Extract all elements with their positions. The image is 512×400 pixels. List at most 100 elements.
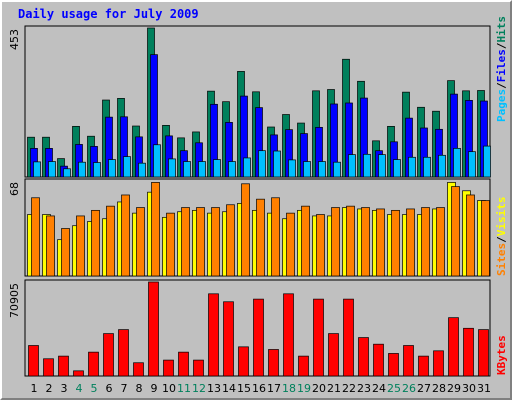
pages-bar-25 [393, 159, 401, 178]
visits-legend: Sites/Visits [495, 197, 508, 277]
kbytes-bar-21 [328, 333, 339, 377]
pages-bar-1 [33, 161, 41, 178]
day-label-8: 8 [136, 382, 143, 395]
day-label-9: 9 [151, 382, 158, 395]
legend-sites: Sites [495, 243, 508, 276]
pages-bar-19 [303, 161, 311, 178]
kbytes-bar-20 [313, 298, 324, 377]
day-label-11: 11 [177, 382, 191, 395]
sites-bar-3 [61, 228, 70, 277]
kbytes-bar-9 [148, 281, 159, 377]
sites-bar-15 [241, 183, 250, 277]
day-label-10: 10 [162, 382, 176, 395]
day-label-6: 6 [106, 382, 113, 395]
kbytes-bar-2 [43, 358, 54, 377]
pages-bar-17 [273, 150, 281, 178]
hits-legend: Pages/Files/Hits [495, 16, 508, 122]
sites-bar-14 [226, 204, 235, 277]
legend-sep: / [495, 42, 508, 49]
kbytes-legend: KBytes [495, 335, 508, 375]
kbytes-bar-28 [433, 350, 444, 377]
kbytes-bar-10 [163, 359, 174, 377]
pages-bar-23 [363, 153, 371, 178]
sites-bar-26 [406, 208, 415, 277]
day-label-26: 26 [402, 382, 416, 395]
pages-bar-10 [168, 158, 176, 178]
sites-bar-21 [331, 207, 340, 277]
pages-bar-11 [183, 161, 191, 178]
sites-bar-19 [301, 205, 310, 277]
pages-bar-26 [408, 156, 416, 178]
kbytes-ymax-label: 70905 [8, 283, 21, 318]
sites-bar-18 [286, 212, 295, 277]
pages-bar-21 [333, 161, 341, 178]
sites-bar-20 [316, 214, 325, 277]
kbytes-bar-24 [373, 343, 384, 377]
sites-bar-24 [376, 208, 385, 277]
pages-bar-2 [48, 161, 56, 178]
pages-bar-31 [483, 145, 491, 178]
legend-files: Files [495, 49, 508, 82]
kbytes-bar-19 [298, 355, 309, 377]
kbytes-bar-18 [283, 293, 294, 377]
kbytes-bar-6 [103, 333, 114, 377]
day-label-17: 17 [267, 382, 281, 395]
pages-bar-29 [453, 148, 461, 178]
day-label-1: 1 [31, 382, 38, 395]
sites-bar-22 [346, 205, 355, 277]
day-label-3: 3 [61, 382, 68, 395]
kbytes-bar-8 [133, 362, 144, 377]
kbytes-bar-27 [418, 355, 429, 377]
day-label-23: 23 [357, 382, 371, 395]
sites-bar-9 [151, 182, 160, 277]
kbytes-bar-5 [88, 351, 99, 377]
kbytes-bar-13 [208, 293, 219, 377]
sites-bar-8 [136, 207, 145, 277]
pages-bar-7 [123, 156, 131, 178]
sites-bar-7 [121, 194, 130, 277]
sites-bar-13 [211, 207, 220, 277]
kbytes-bar-23 [358, 337, 369, 377]
day-label-2: 2 [46, 382, 53, 395]
kbytes-bar-12 [193, 359, 204, 377]
pages-bar-8 [138, 162, 146, 178]
day-label-4: 4 [76, 382, 83, 395]
pages-bar-24 [378, 154, 386, 178]
day-label-27: 27 [417, 382, 431, 395]
kbytes-bar-1 [28, 345, 39, 377]
kbytes-bar-11 [178, 351, 189, 377]
day-label-20: 20 [312, 382, 326, 395]
day-label-21: 21 [327, 382, 341, 395]
kbytes-bar-7 [118, 329, 129, 377]
kbytes-bar-30 [463, 327, 474, 377]
pages-bar-6 [108, 159, 116, 178]
kbytes-bar-3 [58, 355, 69, 377]
sites-bar-29 [451, 186, 460, 277]
pages-bar-3 [63, 168, 71, 178]
day-label-31: 31 [477, 382, 491, 395]
pages-bar-9 [153, 144, 161, 178]
kbytes-bar-26 [403, 345, 414, 377]
day-label-15: 15 [237, 382, 251, 395]
pages-bar-18 [288, 159, 296, 178]
pages-bar-12 [198, 161, 206, 178]
pages-bar-4 [78, 161, 86, 178]
legend-hits: Hits [495, 16, 508, 43]
sites-bar-1 [31, 197, 40, 277]
legend-sep: / [495, 82, 508, 89]
kbytes-bar-31 [478, 329, 489, 377]
pages-bar-15 [243, 157, 251, 178]
pages-bar-16 [258, 150, 266, 178]
kbytes-bar-16 [253, 298, 264, 377]
day-label-14: 14 [222, 382, 236, 395]
pages-bar-5 [93, 162, 101, 178]
day-label-28: 28 [432, 382, 446, 395]
sites-bar-16 [256, 198, 265, 277]
pages-bar-30 [468, 151, 476, 178]
visits-ymax-label: 68 [8, 182, 21, 196]
kbytes-bar-14 [223, 301, 234, 377]
sites-bar-28 [436, 207, 445, 277]
sites-bar-27 [421, 207, 430, 277]
kbytes-bar-22 [343, 298, 354, 377]
